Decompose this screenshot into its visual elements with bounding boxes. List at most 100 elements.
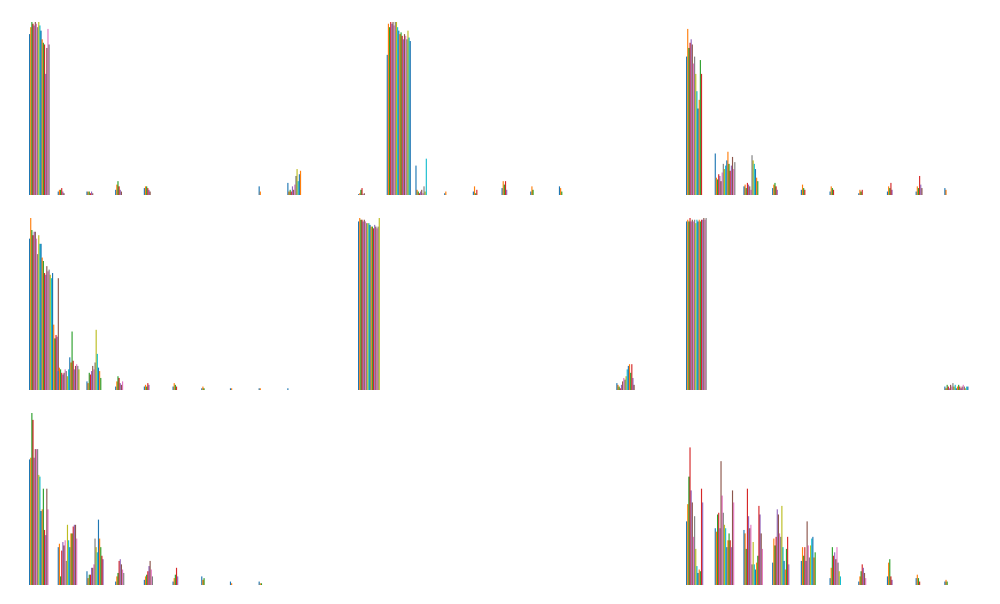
bar <box>88 191 90 195</box>
bar <box>378 218 380 390</box>
bar <box>625 376 627 390</box>
bar <box>63 545 65 585</box>
bar <box>42 261 44 390</box>
bar-group-9 <box>915 574 921 585</box>
bar <box>92 193 94 195</box>
bar <box>61 188 63 195</box>
bar <box>395 22 398 195</box>
bar-group-1 <box>358 188 365 195</box>
bar <box>50 278 52 390</box>
bar-group-4 <box>115 181 122 195</box>
bar <box>757 181 759 195</box>
bar <box>102 559 104 585</box>
bar <box>730 547 732 585</box>
bar-group-8 <box>558 186 563 195</box>
bar <box>58 543 60 585</box>
bar <box>561 191 563 195</box>
bar <box>43 529 46 585</box>
bar <box>754 169 757 195</box>
bar <box>45 535 47 585</box>
bar <box>702 219 704 390</box>
bar <box>42 488 44 585</box>
bar <box>398 30 400 196</box>
bar <box>617 384 619 390</box>
bar <box>359 193 361 195</box>
bar <box>752 542 754 585</box>
bar <box>801 184 804 195</box>
bar-group-1 <box>29 22 50 196</box>
bar <box>231 583 233 585</box>
bar <box>958 384 960 390</box>
bar <box>91 191 93 195</box>
bar <box>172 386 174 390</box>
bar <box>60 369 62 390</box>
bar <box>750 189 752 195</box>
bar <box>30 457 32 585</box>
bar <box>74 365 77 390</box>
bar <box>260 583 263 585</box>
bar <box>368 223 370 390</box>
bar <box>66 524 69 585</box>
bar <box>41 257 43 390</box>
bar <box>422 193 424 195</box>
bar-group-2 <box>57 331 80 390</box>
bar-group-10 <box>287 169 302 195</box>
bar <box>64 369 66 390</box>
bar <box>299 170 302 195</box>
bar <box>776 509 778 585</box>
bar <box>888 562 890 585</box>
bar <box>390 22 392 195</box>
bar <box>362 221 364 390</box>
bar <box>801 547 804 585</box>
bar <box>727 151 729 195</box>
bar <box>294 184 296 195</box>
chart-panel-4 <box>29 218 289 390</box>
bar <box>202 386 204 390</box>
bar <box>57 278 59 390</box>
bar-group-3 <box>86 191 94 195</box>
bar <box>115 189 117 195</box>
bar <box>117 376 119 390</box>
bar <box>89 193 91 195</box>
bar <box>714 528 716 585</box>
bar <box>94 362 96 390</box>
bar <box>886 576 889 585</box>
bar <box>172 581 174 585</box>
bar <box>71 533 73 585</box>
bar <box>691 44 693 195</box>
bar <box>950 384 952 390</box>
bar <box>752 160 754 195</box>
bar <box>394 22 396 195</box>
bar <box>76 364 78 390</box>
bar <box>831 547 833 585</box>
bar <box>775 536 777 585</box>
bar <box>803 555 805 585</box>
bar <box>860 571 862 585</box>
bar-group-4 <box>115 376 124 390</box>
bar <box>375 226 377 390</box>
bar <box>920 184 922 195</box>
bar <box>118 186 120 195</box>
bar <box>811 538 813 585</box>
bar <box>100 547 102 585</box>
bar <box>86 191 88 195</box>
bar <box>45 73 47 195</box>
bar <box>699 60 701 196</box>
bar <box>35 238 38 390</box>
bar <box>363 193 365 195</box>
bar <box>775 186 777 195</box>
bar <box>55 334 57 390</box>
bar <box>953 386 955 390</box>
bar-group-10 <box>944 579 948 585</box>
bar <box>401 35 403 196</box>
bar <box>41 509 43 585</box>
bar-group-8 <box>229 581 233 585</box>
bar <box>891 579 893 585</box>
bar <box>963 386 965 390</box>
bar <box>744 184 746 195</box>
bar-group-6 <box>172 567 179 585</box>
bar-group-4 <box>772 505 790 585</box>
bar <box>89 374 91 390</box>
bar <box>445 191 447 195</box>
bar <box>35 23 38 196</box>
